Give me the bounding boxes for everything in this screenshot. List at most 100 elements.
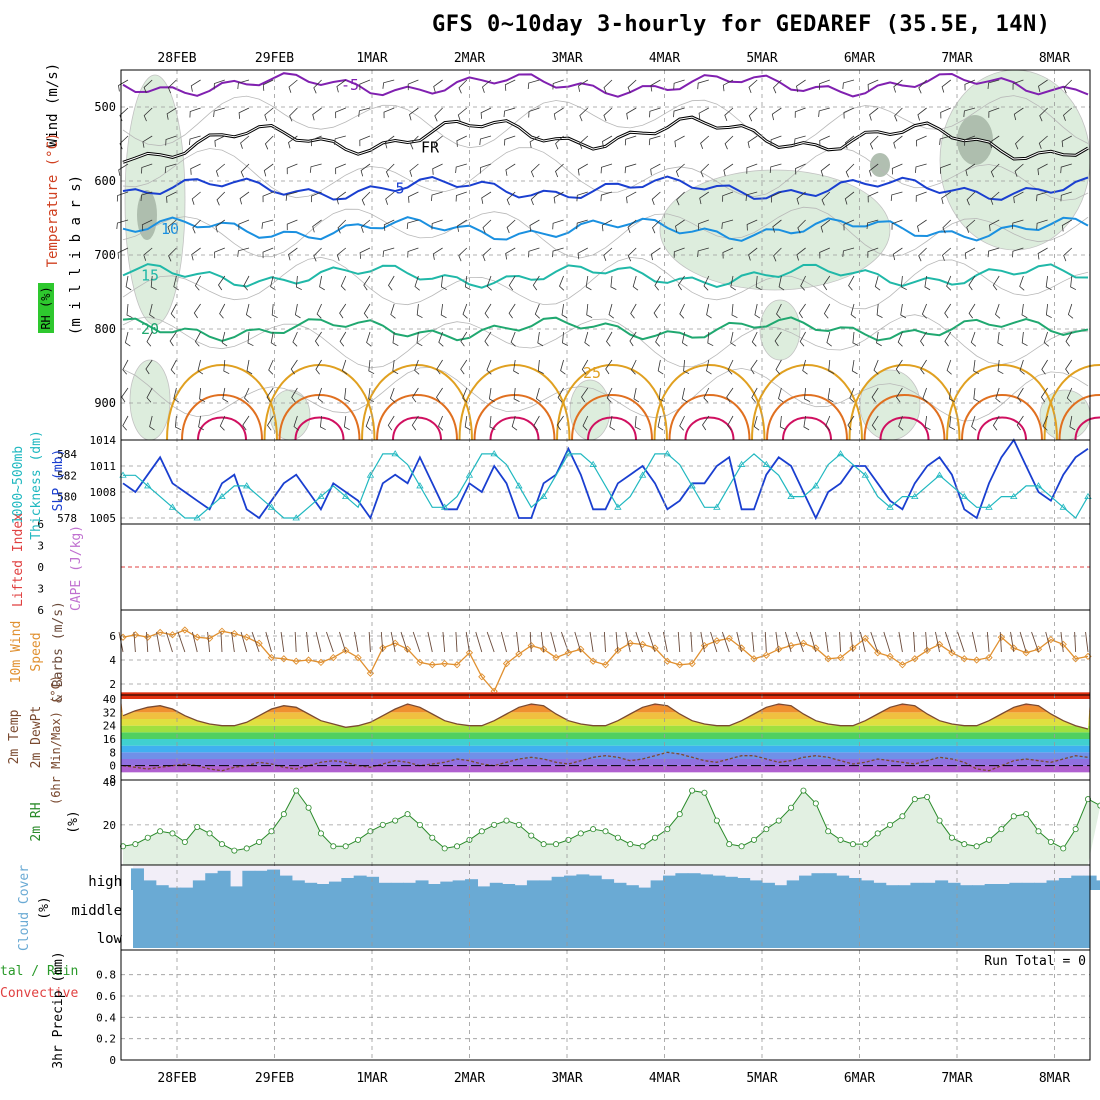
wind-barb [997, 331, 1004, 347]
rh-point [454, 843, 461, 850]
temp-tick: 40 [103, 693, 116, 706]
wind-barb [966, 191, 976, 206]
wind-speed-point [713, 637, 721, 645]
rh-point [1010, 813, 1017, 820]
thk-tick: 578 [57, 512, 77, 525]
wind-barb [286, 219, 298, 231]
wind-barb [165, 135, 177, 146]
cloud-high-bar [959, 885, 973, 890]
wind-barb [867, 191, 879, 203]
wind10-barb [1019, 631, 1027, 653]
label-6hr: (6hr Min/Max) (°C) [49, 675, 63, 805]
wind-barb [190, 163, 201, 175]
wind10-barb [603, 631, 606, 653]
thickness-point [440, 503, 449, 510]
wind-barb [534, 303, 540, 319]
temp-tick: 8 [109, 746, 116, 759]
wind-barb [339, 331, 347, 347]
cloud-high-bar [724, 876, 738, 890]
rh-point [305, 804, 312, 811]
wind-barb [987, 79, 1000, 89]
wind-barb [434, 107, 443, 122]
wind-barb [167, 79, 177, 94]
wind-barb [513, 359, 519, 375]
wind10-barb [540, 631, 545, 653]
wind-barb [436, 387, 443, 403]
wind-barb [286, 163, 298, 175]
wind10-barb [796, 631, 804, 653]
thickness-point [663, 450, 672, 457]
label-cape: CAPE (J/kg) [69, 525, 84, 611]
wind-barb [582, 415, 589, 431]
cloud-high-bar [1058, 878, 1072, 890]
thk-tick: 584 [57, 448, 77, 461]
cloud-high-bar [168, 887, 182, 890]
wind-barb [335, 107, 346, 119]
wind-barb [528, 107, 540, 118]
wind-barb [313, 79, 322, 94]
wind-barb [586, 303, 593, 318]
wind-barb [964, 247, 976, 260]
cloud-high-bar [885, 885, 899, 890]
wind-barb [873, 359, 879, 375]
cloud-high-bar [984, 884, 998, 890]
rh-point [825, 828, 832, 835]
wind-barb [770, 135, 782, 146]
rh-point [416, 821, 423, 828]
wind10-barb [500, 631, 507, 653]
wind-barb [1013, 107, 1024, 121]
cloud-high-bar [625, 885, 639, 890]
date-label-top: 4MAR [649, 51, 680, 66]
wind-speed-point [725, 634, 733, 643]
wind-barb [508, 275, 516, 291]
rh-contour [122, 314, 1089, 369]
label-convective: Convective [0, 986, 78, 1001]
cloud-high-bar [415, 880, 429, 890]
wind-barb [416, 331, 423, 347]
wind-barb [1060, 191, 1072, 202]
wind-barb [795, 163, 806, 175]
wind-barb [581, 387, 589, 403]
slp-line [122, 438, 1089, 521]
wind-barb [222, 387, 229, 403]
wind-barb [191, 247, 201, 261]
rh-point [911, 796, 918, 803]
wind-speed-point [515, 650, 523, 658]
wind-barb [316, 303, 322, 319]
wind-barb [462, 303, 468, 319]
wind-barb [772, 219, 782, 233]
rh-point [478, 828, 485, 835]
wind-barb [679, 415, 685, 431]
wind-speed-point [168, 631, 177, 639]
wind-barb [292, 331, 298, 347]
rh-point [132, 841, 139, 848]
wind-barb [900, 275, 907, 290]
date-label-top: 7MAR [941, 51, 972, 66]
li-tick: 3 [37, 583, 44, 596]
cloud-high-bar [390, 882, 404, 890]
cloud-high-bar [526, 880, 540, 890]
rh-point [330, 843, 337, 850]
warm-contour [848, 364, 961, 441]
wind-barb [363, 303, 371, 319]
wind10-barb [475, 631, 483, 653]
wind-barb [457, 107, 468, 121]
wind-barb [124, 331, 131, 347]
cloud-high-bar [601, 879, 615, 890]
wind-barb [557, 387, 564, 403]
thickness-point [638, 471, 647, 478]
wind-barb [117, 247, 129, 259]
wind-barb [527, 79, 540, 90]
wind-barb [874, 275, 881, 291]
wind10-barb [339, 631, 347, 653]
wind-barb [821, 191, 831, 206]
wind-barb [341, 359, 348, 375]
wind-barb [775, 359, 782, 375]
wind10-barb [784, 631, 792, 653]
wind10-barb [986, 631, 990, 653]
warm-contour [392, 416, 442, 441]
rh-point [355, 836, 362, 843]
wind-barb [1061, 219, 1073, 232]
precip-tick: 0.8 [96, 969, 116, 982]
contour-label: 10 [161, 220, 179, 238]
